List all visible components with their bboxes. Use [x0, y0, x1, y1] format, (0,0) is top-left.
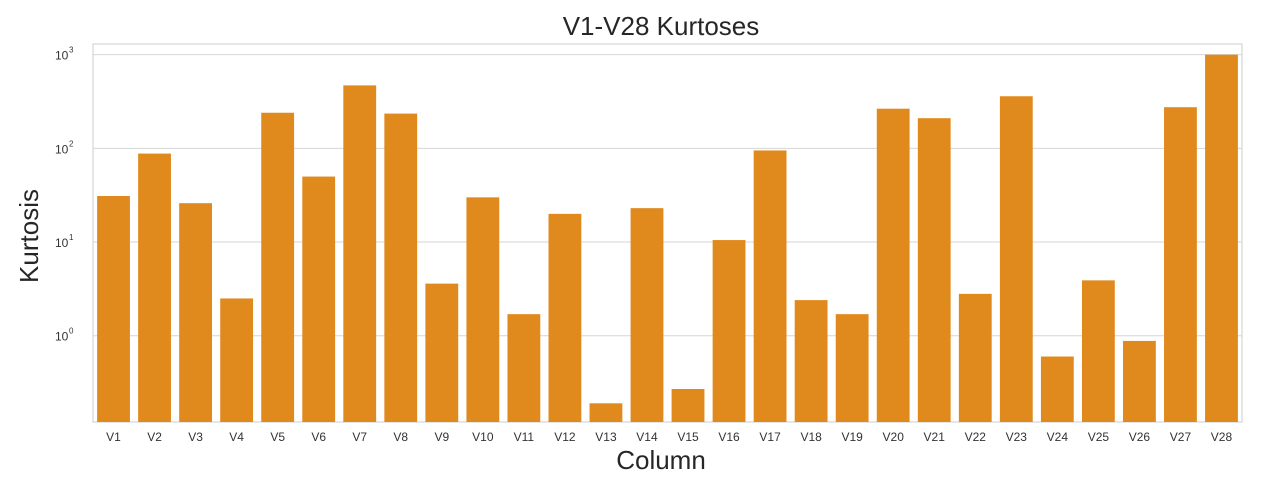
- x-tick-label: V5: [270, 430, 285, 444]
- bar-v26: [1122, 340, 1156, 422]
- bar-v10: [466, 197, 500, 422]
- x-tick-label: V3: [188, 430, 203, 444]
- x-tick-label: V24: [1047, 430, 1069, 444]
- y-tick-exponent: 2: [69, 139, 74, 148]
- x-tick-label: V9: [434, 430, 449, 444]
- y-tick-exponent: 0: [69, 327, 74, 336]
- bar-v7: [343, 85, 377, 423]
- bar-v27: [1164, 107, 1197, 423]
- bar-v21: [917, 118, 951, 423]
- x-axis-label: Column: [616, 445, 706, 475]
- x-tick-label: V15: [677, 430, 699, 444]
- bar-v2: [138, 153, 171, 422]
- y-tick-label: 10: [55, 142, 69, 156]
- x-tick-label: V2: [147, 430, 162, 444]
- bar-v15: [671, 389, 705, 422]
- bar-v19: [835, 314, 869, 422]
- x-tick-label: V20: [883, 430, 905, 444]
- x-tick-label: V13: [595, 430, 617, 444]
- y-tick-exponent: 3: [69, 46, 74, 55]
- bar-v20: [876, 108, 910, 422]
- x-tick-label: V14: [636, 430, 658, 444]
- y-tick-label: 10: [55, 330, 69, 344]
- bar-v6: [302, 176, 336, 422]
- bar-v16: [712, 240, 746, 422]
- x-tick-label: V1: [106, 430, 121, 444]
- x-tick-label: V4: [229, 430, 244, 444]
- x-tick-label: V16: [718, 430, 740, 444]
- bar-v18: [794, 300, 828, 422]
- x-tick-label: V18: [800, 430, 822, 444]
- bar-v24: [1040, 356, 1074, 422]
- bar-v3: [179, 203, 213, 422]
- x-tick-label: V21: [924, 430, 946, 444]
- bar-v25: [1081, 280, 1115, 422]
- x-tick-label: V8: [393, 430, 408, 444]
- bar-v5: [261, 112, 295, 422]
- bar-v9: [425, 283, 459, 422]
- bars: [97, 54, 1238, 423]
- y-axis-label: Kurtosis: [14, 189, 44, 283]
- bar-v12: [548, 213, 582, 422]
- bar-v11: [507, 314, 541, 422]
- x-tick-label: V12: [554, 430, 576, 444]
- x-tick-label: V19: [841, 430, 863, 444]
- x-tick-label: V6: [311, 430, 326, 444]
- x-tick-label: V28: [1211, 430, 1233, 444]
- x-tick-label: V23: [1006, 430, 1028, 444]
- bar-v22: [958, 293, 992, 422]
- x-tick-label: V25: [1088, 430, 1110, 444]
- x-tick-labels: V1 V2 V3 V4 V5 V6 V7 V8 V9 V10 V11 V12 V13 V14 V15 V16 V…: [106, 430, 1232, 444]
- bar-v4: [220, 298, 254, 422]
- bar-v14: [630, 208, 664, 422]
- chart-title: V1-V28 Kurtoses: [563, 11, 760, 41]
- y-tick-label: 10: [55, 236, 69, 250]
- x-tick-label: V7: [352, 430, 367, 444]
- bar-v1: [97, 196, 130, 422]
- x-tick-label: V27: [1170, 430, 1192, 444]
- bar-v13: [589, 403, 623, 422]
- bar-v28: [1205, 54, 1238, 423]
- bar-v23: [999, 96, 1033, 422]
- x-tick-label: V10: [472, 430, 494, 444]
- bar-v17: [753, 150, 787, 422]
- x-tick-label: V17: [759, 430, 781, 444]
- x-tick-label: V11: [514, 430, 535, 444]
- bar-v8: [384, 113, 418, 423]
- x-tick-label: V26: [1129, 430, 1151, 444]
- y-tick-exponent: 1: [69, 233, 74, 242]
- x-tick-label: V22: [965, 430, 987, 444]
- y-tick-label: 10: [55, 49, 69, 63]
